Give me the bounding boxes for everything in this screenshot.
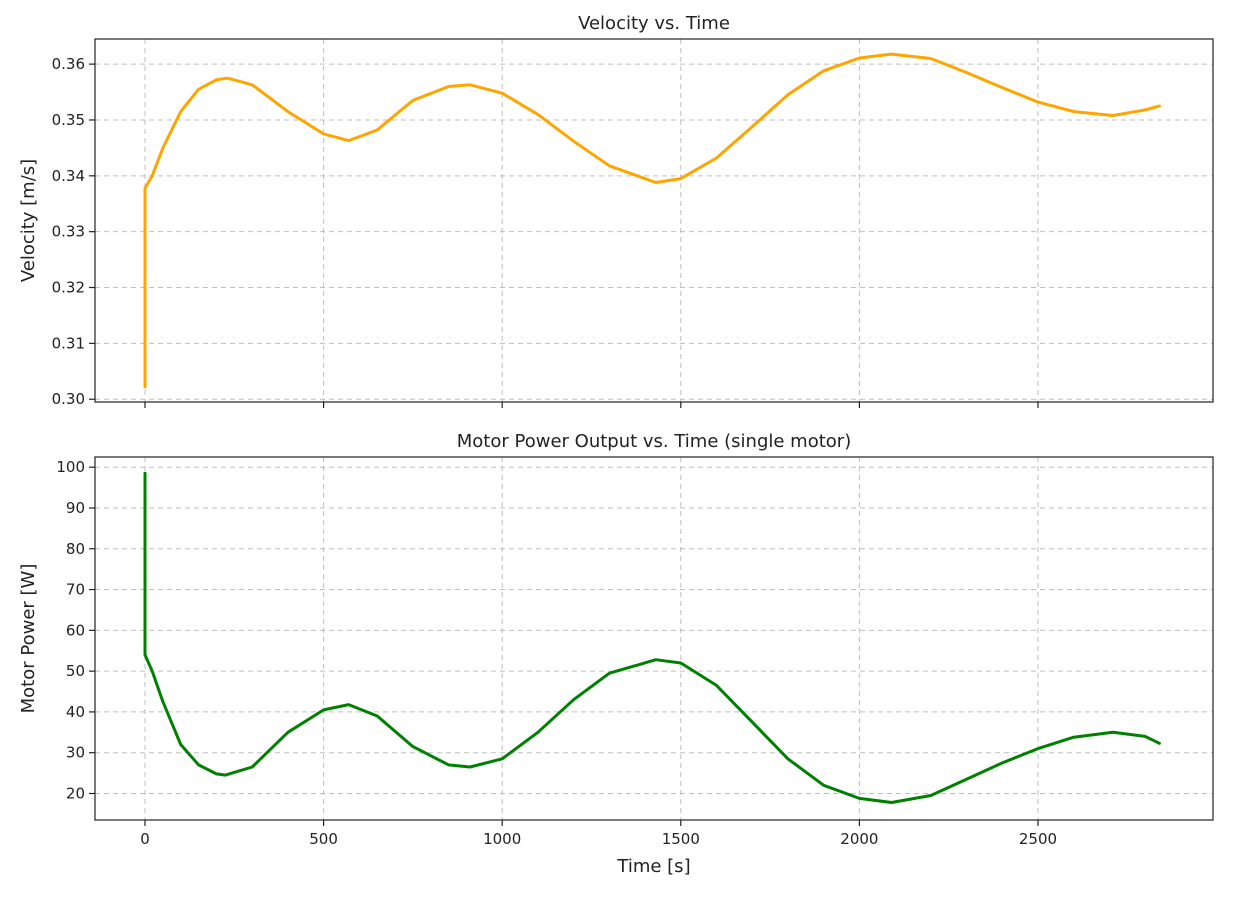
power-x-tick-label-5: 2500 xyxy=(1019,830,1057,848)
power-y-tick-label-4: 60 xyxy=(66,621,85,639)
power-x-tick-label-2: 1000 xyxy=(483,830,521,848)
velocity-y-tick-label-1: 0.31 xyxy=(52,334,85,352)
velocity-y-tick-label-6: 0.36 xyxy=(52,55,85,73)
velocity-y-tick-label-0: 0.30 xyxy=(52,390,85,408)
power-y-tick-label-5: 70 xyxy=(66,581,85,599)
power-axes-frame xyxy=(94,456,1214,821)
velocity-series-line-0 xyxy=(143,52,1161,389)
power-axis-ticks: 0 500 1000 1500 2000 2500 20 30 40 50 60 70 80 90 100 xyxy=(56,458,1057,848)
power-x-tick-label-1: 500 xyxy=(309,830,338,848)
power-series xyxy=(143,471,1161,804)
velocity-y-tick-label-3: 0.33 xyxy=(52,223,85,241)
power-series-line-0 xyxy=(143,471,1161,804)
velocity-grid xyxy=(95,39,1213,402)
power-y-axis-label: Motor Power [W] xyxy=(18,564,39,714)
power-y-tick-label-1: 30 xyxy=(66,744,85,762)
power-x-tick-label-3: 1500 xyxy=(662,830,700,848)
velocity-y-axis-label: Velocity [m/s] xyxy=(18,159,39,282)
power-y-tick-label-0: 20 xyxy=(66,784,85,802)
power-x-tick-label-4: 2000 xyxy=(840,830,878,848)
power-y-tick-label-6: 80 xyxy=(66,540,85,558)
power-chart: 0 500 1000 1500 2000 25002030405060708090100 … xyxy=(18,431,1214,877)
velocity-chart: 0.30 0.31 0.32 0.33 0.34 0.35 0.36 Velocity vs… xyxy=(18,13,1214,408)
velocity-axis-ticks: 0.30 0.31 0.32 0.33 0.34 0.35 0.36 xyxy=(52,55,1039,408)
power-chart-title: Motor Power Output vs. Time (single moto… xyxy=(457,431,851,452)
power-grid xyxy=(95,457,1213,820)
power-y-tick-label-7: 90 xyxy=(66,499,85,517)
velocity-series xyxy=(143,52,1161,389)
power-y-tick-label-3: 50 xyxy=(66,662,85,680)
power-y-tick-label-2: 40 xyxy=(66,703,85,721)
velocity-axes-frame xyxy=(94,38,1214,403)
velocity-y-tick-label-2: 0.32 xyxy=(52,279,85,297)
power-y-tick-label-8: 100 xyxy=(56,458,85,476)
velocity-chart-title: Velocity vs. Time xyxy=(578,13,730,34)
velocity-y-tick-label-5: 0.35 xyxy=(52,111,85,129)
velocity-y-tick-label-4: 0.34 xyxy=(52,167,85,185)
power-x-tick-label-0: 0 xyxy=(140,830,150,848)
time-x-axis-label: Time [s] xyxy=(616,856,690,877)
